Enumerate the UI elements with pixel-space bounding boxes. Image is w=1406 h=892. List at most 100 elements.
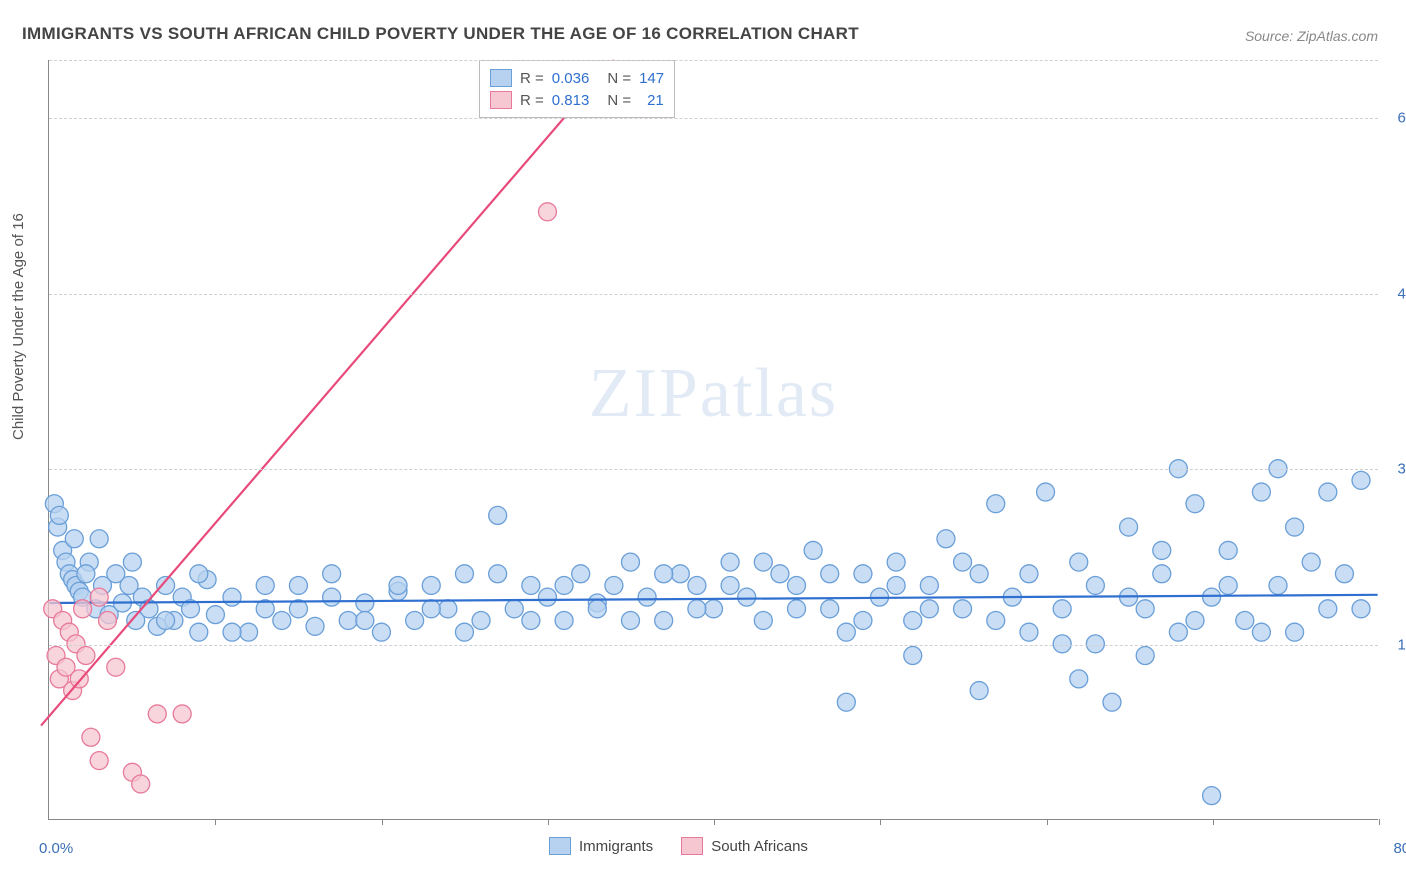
data-point — [50, 506, 68, 524]
data-point — [920, 576, 938, 594]
data-point — [206, 606, 224, 624]
data-point — [1319, 600, 1337, 618]
plot-area: ZIPatlas R = 0.036 N = 147 R = 0.813 N =… — [48, 60, 1378, 820]
data-point — [455, 565, 473, 583]
gridline-h — [49, 294, 1378, 295]
data-point — [887, 553, 905, 571]
data-point — [356, 594, 374, 612]
data-point — [987, 612, 1005, 630]
data-point — [1169, 623, 1187, 641]
x-tick — [382, 819, 383, 825]
data-point — [422, 576, 440, 594]
gridline-h — [49, 645, 1378, 646]
data-point — [572, 565, 590, 583]
data-point — [655, 612, 673, 630]
stat-r-immigrants: 0.036 — [552, 70, 590, 87]
stat-n-immigrants: 147 — [639, 70, 664, 87]
gridline-h — [49, 118, 1378, 119]
data-point — [389, 576, 407, 594]
data-point — [422, 600, 440, 618]
data-point — [1186, 612, 1204, 630]
data-point — [1352, 471, 1370, 489]
legend-item-immigrants: Immigrants — [549, 837, 653, 855]
swatch-immigrants — [490, 69, 512, 87]
data-point — [157, 576, 175, 594]
data-point — [937, 530, 955, 548]
y-tick-label: 60.0% — [1397, 110, 1406, 127]
data-point — [489, 506, 507, 524]
data-point — [1203, 588, 1221, 606]
data-point — [522, 576, 540, 594]
data-point — [837, 693, 855, 711]
data-point — [970, 682, 988, 700]
data-point — [356, 612, 374, 630]
data-point — [970, 565, 988, 583]
data-point — [904, 612, 922, 630]
data-point — [1286, 623, 1304, 641]
y-tick-label: 45.0% — [1397, 285, 1406, 302]
data-point — [1053, 600, 1071, 618]
data-point — [788, 600, 806, 618]
data-point — [738, 588, 756, 606]
data-point — [655, 565, 673, 583]
data-point — [1070, 670, 1088, 688]
y-axis-label: Child Poverty Under the Age of 16 — [10, 213, 27, 440]
data-point — [688, 576, 706, 594]
data-point — [173, 705, 191, 723]
data-point — [1302, 553, 1320, 571]
swatch-south-africans — [490, 91, 512, 109]
data-point — [705, 600, 723, 618]
chart-svg — [49, 60, 1378, 819]
data-point — [1103, 693, 1121, 711]
data-point — [1286, 518, 1304, 536]
x-tick — [1047, 819, 1048, 825]
data-point — [621, 553, 639, 571]
data-point — [82, 728, 100, 746]
data-point — [555, 612, 573, 630]
data-point — [904, 647, 922, 665]
data-point — [1352, 600, 1370, 618]
x-axis-min-label: 0.0% — [39, 840, 73, 857]
data-point — [754, 553, 772, 571]
legend-series: Immigrants South Africans — [549, 837, 808, 855]
data-point — [439, 600, 457, 618]
data-point — [954, 600, 972, 618]
data-point — [1335, 565, 1353, 583]
data-point — [920, 600, 938, 618]
data-point — [1086, 576, 1104, 594]
legend-label-immigrants: Immigrants — [579, 838, 653, 855]
data-point — [148, 705, 166, 723]
legend-label-south-africans: South Africans — [711, 838, 808, 855]
gridline-h — [49, 60, 1378, 61]
data-point — [854, 612, 872, 630]
data-point — [721, 576, 739, 594]
data-point — [1020, 623, 1038, 641]
stat-r-label: R = — [520, 92, 544, 109]
data-point — [638, 588, 656, 606]
stat-r-label: R = — [520, 70, 544, 87]
data-point — [1136, 600, 1154, 618]
x-tick — [1213, 819, 1214, 825]
x-tick — [1379, 819, 1380, 825]
data-point — [1120, 518, 1138, 536]
data-point — [887, 576, 905, 594]
stat-r-south-africans: 0.813 — [552, 92, 590, 109]
data-point — [306, 617, 324, 635]
data-point — [90, 752, 108, 770]
data-point — [671, 565, 689, 583]
data-point — [1203, 787, 1221, 805]
data-point — [65, 530, 83, 548]
data-point — [538, 588, 556, 606]
data-point — [1153, 565, 1171, 583]
data-point — [588, 600, 606, 618]
data-point — [754, 612, 772, 630]
source-label: Source: — [1245, 28, 1293, 44]
x-tick — [880, 819, 881, 825]
data-point — [223, 623, 241, 641]
data-point — [372, 623, 390, 641]
y-tick-label: 15.0% — [1397, 636, 1406, 653]
data-point — [132, 775, 150, 793]
data-point — [505, 600, 523, 618]
data-point — [1219, 576, 1237, 594]
gridline-h — [49, 469, 1378, 470]
